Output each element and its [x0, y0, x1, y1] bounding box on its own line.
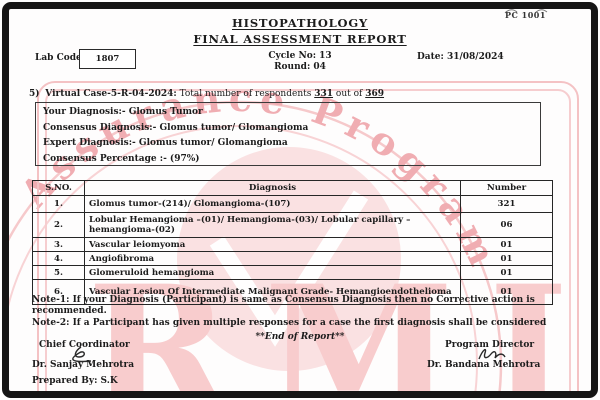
row-sno: 3.: [32, 237, 85, 252]
results-table: S.NO. Diagnosis Number 1. Glomus tumor-(…: [32, 180, 553, 305]
row-diagnosis: Glomeruloid hemangioma: [84, 265, 461, 280]
col-header-sno: S.NO.: [32, 180, 85, 196]
prepared-by: Prepared By: S.K: [32, 376, 118, 386]
consensus-percentage: Consensus Percentage :- (97%): [43, 153, 200, 164]
note-2: Note-2: If a Participant has given multi…: [32, 318, 547, 328]
row-number: 06: [460, 212, 553, 238]
respondents-total: 369: [365, 89, 385, 99]
cycle-round-block: Cycle No: 13 Round: 04: [9, 51, 591, 73]
consensus-diagnosis: Consensus Diagnosis:- Glomus tumor/ Glom…: [43, 122, 309, 133]
row-sno: 2.: [32, 212, 85, 238]
program-director-signature: [478, 348, 506, 360]
row-number: 01: [460, 265, 553, 280]
doc-code: PC 1001: [505, 10, 546, 20]
your-diagnosis: Your Diagnosis:- Glomus Tumor: [43, 107, 203, 117]
row-sno: 1.: [32, 195, 85, 213]
case-label: Virtual Case-5-R-04-2024:: [45, 89, 177, 99]
row-diagnosis: Vascular leiomyoma: [84, 237, 461, 252]
case-lead-text: Total number of respondents: [179, 89, 312, 99]
case-summary-line: 5) Virtual Case-5-R-04-2024: Total numbe…: [29, 89, 569, 99]
chief-coordinator-signature: [72, 346, 92, 363]
row-number: 01: [460, 251, 553, 266]
table-row: 5. Glomeruloid hemangioma 01: [32, 265, 553, 280]
col-header-number: Number: [460, 180, 553, 196]
expert-diagnosis: Expert Diagnosis:- Glomus tumor/ Glomang…: [43, 138, 288, 148]
row-sno: 4.: [32, 251, 85, 266]
page-title: HISTOPATHOLOGY: [231, 16, 368, 30]
respondents-count: 331: [314, 89, 334, 99]
report-date: Date: 31/08/2024: [417, 52, 504, 62]
pc-annotation-marks: [504, 9, 548, 14]
case-item-number: 5): [29, 89, 40, 99]
row-number: 01: [460, 237, 553, 252]
table-row: 3. Vascular leiomyoma 01: [32, 237, 553, 252]
row-sno: 5.: [32, 265, 85, 280]
table-header-row: S.NO. Diagnosis Number: [32, 180, 553, 196]
case-connector: out of: [335, 89, 363, 99]
table-row: 2. Lobular Hemangioma –(01)/ Hemangioma-…: [32, 212, 553, 238]
round-no: Round: 04: [274, 62, 326, 72]
diagnosis-summary-box: Your Diagnosis:- Glomus Tumor Consensus …: [35, 102, 541, 166]
row-diagnosis: Lobular Hemangioma –(01)/ Hemangioma-(03…: [84, 212, 461, 238]
table-row: 1. Glomus tumor-(214)/ Glomangioma-(107)…: [32, 195, 553, 213]
report-title-block: HISTOPATHOLOGY FINAL ASSESSMENT REPORT: [9, 16, 591, 46]
page-subtitle: FINAL ASSESSMENT REPORT: [193, 32, 407, 46]
table-row: 4. Angiofibroma 01: [32, 251, 553, 266]
row-number: 321: [460, 195, 553, 213]
row-diagnosis: Angiofibroma: [84, 251, 461, 266]
row-diagnosis: Glomus tumor-(214)/ Glomangioma-(107): [84, 195, 461, 213]
col-header-diagnosis: Diagnosis: [84, 180, 461, 196]
lab-code-label: Lab Code: [35, 53, 82, 63]
cycle-no: Cycle No: 13: [268, 51, 332, 61]
note-1: Note-1: If your Diagnosis (Participant) …: [32, 295, 535, 316]
lab-code-value-box: 1807: [79, 49, 136, 69]
